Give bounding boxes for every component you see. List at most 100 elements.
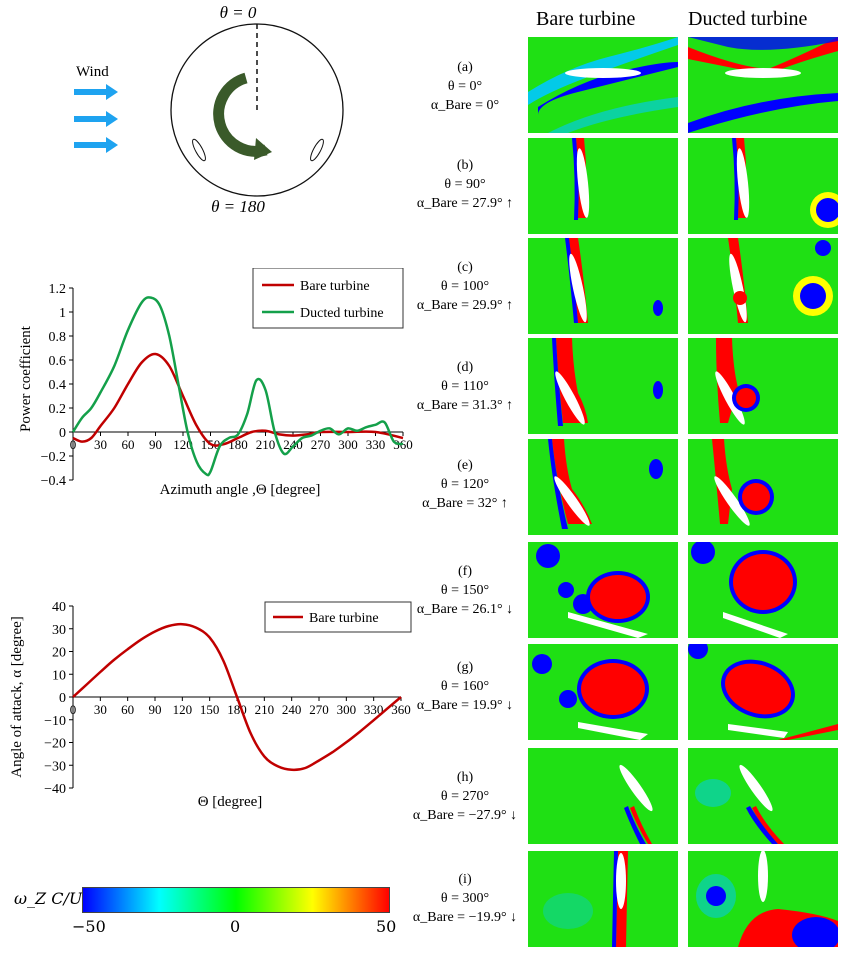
theta-top-label: θ = 0 xyxy=(220,3,257,22)
y-axis-label: Power coefficient xyxy=(18,325,34,432)
x-tick-label: 270 xyxy=(309,702,329,717)
y-tick-label: −0.4 xyxy=(41,474,66,489)
x-tick-label: 0 xyxy=(70,437,77,452)
series-line-ducted-turbine xyxy=(71,296,404,477)
legend-label-ducted: Ducted turbine xyxy=(300,306,384,321)
x-tick-label: 330 xyxy=(364,702,384,717)
x-tick-label: 360 xyxy=(393,437,413,452)
y-tick-label: −10 xyxy=(44,714,66,729)
x-tick-label: 30 xyxy=(94,702,107,717)
row-id: (e) xyxy=(457,458,473,473)
y-tick-label: 20 xyxy=(52,646,66,661)
x-tick-label: 210 xyxy=(255,702,275,717)
x-tick-label: 120 xyxy=(173,702,193,717)
x-tick-label: 120 xyxy=(173,437,193,452)
row-theta: θ = 270° xyxy=(440,789,490,804)
row-theta: θ = 100° xyxy=(440,279,490,294)
y-tick-label: 0.6 xyxy=(49,354,67,369)
row-alpha: α_Bare = 32° ↑ xyxy=(422,496,508,511)
vorticity-panel-ducted-g xyxy=(688,644,838,740)
vorticity-panel-ducted-e xyxy=(688,439,838,535)
row-theta: θ = 160° xyxy=(440,679,490,694)
row-alpha: α_Bare = −19.9° ↓ xyxy=(412,910,518,925)
row-label-c: (c) θ = 100° α_Bare = 29.9° ↑ xyxy=(400,258,530,315)
row-id: (c) xyxy=(457,260,473,275)
colorbar-max-label: 50 xyxy=(376,917,397,936)
colorbar-label: ω_Z C/U_∞ xyxy=(14,889,104,908)
row-label-d: (d) θ = 110° α_Bare = 31.3° ↑ xyxy=(400,358,530,415)
row-theta: θ = 0° xyxy=(447,79,483,94)
legend-label-bare: Bare turbine xyxy=(309,611,379,626)
row-label-a: (a) θ = 0° α_Bare = 0° xyxy=(400,58,530,115)
legend-box xyxy=(264,601,412,633)
colorbar-gradient xyxy=(82,887,390,913)
vorticity-panel-ducted-i xyxy=(688,851,838,947)
row-alpha: α_Bare = 19.9° ↓ xyxy=(416,698,514,713)
y-tick-label: 10 xyxy=(52,668,66,683)
x-tick-label: 0 xyxy=(70,702,77,717)
x-tick-label: 30 xyxy=(94,437,107,452)
vorticity-panel-bare-a xyxy=(528,37,678,133)
x-tick-label: 300 xyxy=(338,437,358,452)
y-tick-label: 40 xyxy=(52,600,66,615)
vorticity-panel-ducted-d xyxy=(688,338,838,434)
blade-left-icon xyxy=(192,138,206,162)
row-theta: θ = 300° xyxy=(440,891,490,906)
row-label-i: (i) θ = 300° α_Bare = −19.9° ↓ xyxy=(400,870,530,927)
y-tick-label: 0 xyxy=(59,691,66,706)
y-tick-label: −30 xyxy=(44,759,66,774)
row-theta: θ = 90° xyxy=(444,177,486,192)
row-label-e: (e) θ = 120° α_Bare = 32° ↑ xyxy=(400,456,530,513)
row-label-h: (h) θ = 270° α_Bare = −27.9° ↓ xyxy=(400,768,530,825)
x-tick-label: 150 xyxy=(200,702,220,717)
colorbar-min-label: −50 xyxy=(72,917,106,936)
row-id: (i) xyxy=(458,872,472,887)
vorticity-panel-bare-e xyxy=(528,439,678,535)
vorticity-panel-bare-b xyxy=(528,138,678,234)
row-id: (h) xyxy=(456,770,474,785)
row-id: (b) xyxy=(456,158,474,173)
wind-label: Wind xyxy=(76,64,109,80)
vorticity-panel-bare-d xyxy=(528,338,678,434)
row-theta: θ = 150° xyxy=(440,583,490,598)
y-tick-label: 0 xyxy=(59,426,66,441)
x-axis-label: Azimuth angle ,Θ [degree] xyxy=(160,482,321,498)
header-bare-turbine: Bare turbine xyxy=(536,8,636,30)
row-id: (g) xyxy=(456,660,474,675)
vorticity-panel-ducted-f xyxy=(688,542,838,638)
x-tick-label: 90 xyxy=(149,437,162,452)
y-axis-label: Angle of attack, α [degree] xyxy=(9,616,25,778)
row-alpha: α_Bare = 27.9° ↑ xyxy=(416,196,514,211)
row-id: (d) xyxy=(456,360,474,375)
turbine-schematic: θ = 0 θ = 180 xyxy=(170,3,344,216)
x-tick-label: 270 xyxy=(311,437,331,452)
legend-label-bare: Bare turbine xyxy=(300,279,370,294)
x-tick-label: 300 xyxy=(337,702,357,717)
vorticity-panel-bare-c xyxy=(528,238,678,334)
row-alpha: α_Bare = 31.3° ↑ xyxy=(416,398,514,413)
vorticity-panel-ducted-a xyxy=(688,37,838,133)
x-tick-label: 330 xyxy=(366,437,386,452)
theta-bottom-label: θ = 180 xyxy=(211,197,265,216)
vorticity-panel-bare-i xyxy=(528,851,678,947)
x-tick-label: 60 xyxy=(121,702,134,717)
y-tick-label: 1 xyxy=(59,306,66,321)
y-tick-label: −40 xyxy=(44,782,66,797)
x-tick-label: 240 xyxy=(282,702,302,717)
x-axis-label: Θ [degree] xyxy=(198,794,263,810)
vorticity-panel-bare-h xyxy=(528,748,678,844)
row-alpha: α_Bare = 29.9° ↑ xyxy=(416,298,514,313)
x-tick-label: 210 xyxy=(256,437,276,452)
row-theta: θ = 120° xyxy=(440,477,490,492)
y-tick-label: −20 xyxy=(44,737,66,752)
y-tick-label: 30 xyxy=(52,623,66,638)
rotation-arrowhead-icon xyxy=(254,138,272,160)
x-tick-label: 90 xyxy=(149,702,162,717)
y-tick-label: 0.4 xyxy=(49,378,67,393)
rotation-arrow-icon xyxy=(213,72,268,157)
row-alpha: α_Bare = −27.9° ↓ xyxy=(412,808,518,823)
row-label-b: (b) θ = 90° α_Bare = 27.9° ↑ xyxy=(400,156,530,213)
row-label-f: (f) θ = 150° α_Bare = 26.1° ↓ xyxy=(400,562,530,619)
vorticity-panel-bare-f xyxy=(528,542,678,638)
series-line-bare-turbine xyxy=(72,352,404,447)
